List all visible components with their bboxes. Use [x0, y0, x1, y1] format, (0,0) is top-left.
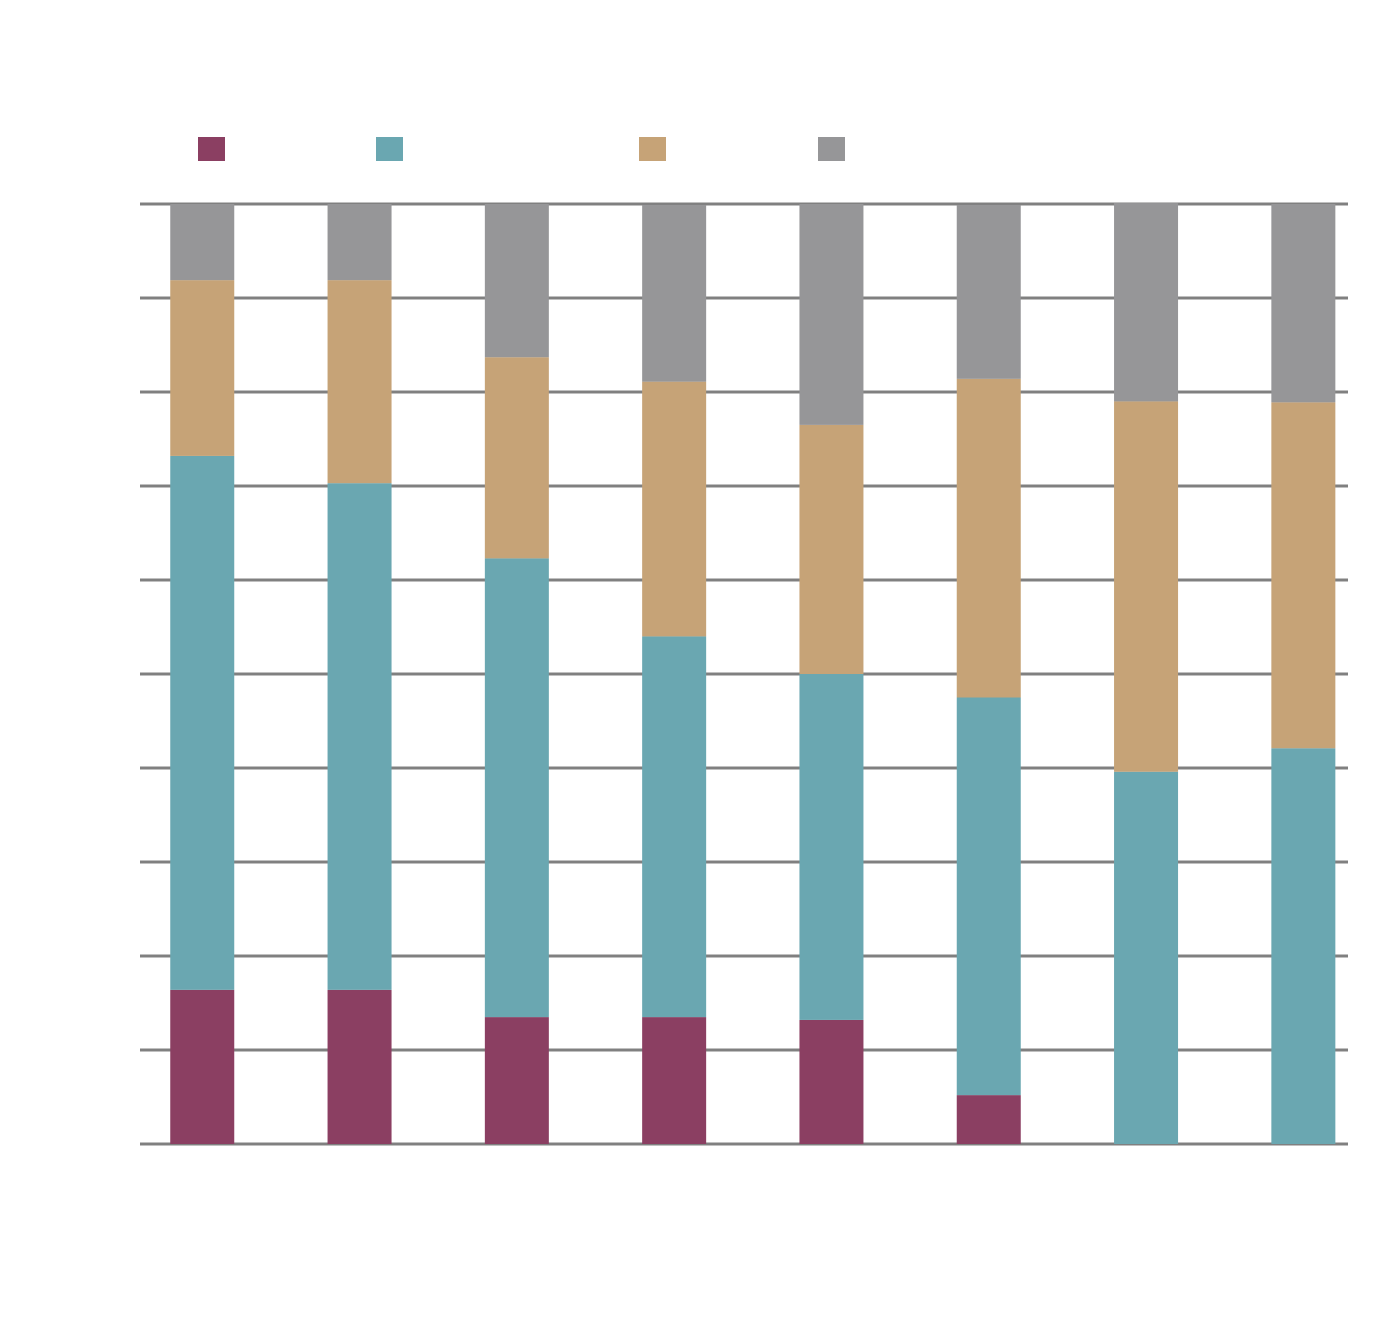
bar-segment — [484, 357, 549, 559]
bar-segment — [799, 674, 864, 1020]
bar-segment — [956, 204, 1021, 379]
bar-segment — [327, 204, 392, 281]
bar-segment — [327, 280, 392, 484]
bar-segment — [1271, 402, 1336, 749]
bar-segment — [1114, 771, 1179, 1144]
bar-segment — [1114, 203, 1179, 402]
bar-segment — [799, 424, 864, 674]
bar-segment — [799, 204, 864, 425]
bar-segment — [956, 378, 1021, 698]
bar-segment — [170, 204, 235, 281]
legend-swatch — [639, 137, 666, 161]
bar-segment — [327, 483, 392, 990]
bar-segment — [642, 636, 707, 1018]
bar-segment — [799, 1019, 864, 1144]
bar-segment — [642, 1017, 707, 1144]
bar-segment — [642, 204, 707, 382]
bar-segment — [1271, 204, 1336, 403]
bar-segment — [956, 1095, 1021, 1144]
bar-segment — [484, 1017, 549, 1144]
bar-segment — [327, 989, 392, 1144]
bar-segment — [170, 989, 235, 1144]
bar-segment — [170, 455, 235, 990]
legend-swatch — [376, 137, 403, 161]
bar-segment — [1114, 401, 1179, 772]
bar-segment — [484, 204, 549, 358]
legend-swatch — [818, 137, 845, 161]
bar-segment — [170, 280, 235, 456]
bar-segment — [642, 381, 707, 637]
bar-segment — [1271, 748, 1336, 1144]
bar-segment — [956, 697, 1021, 1096]
bar-segment — [484, 558, 549, 1018]
legend-swatch — [198, 137, 225, 161]
